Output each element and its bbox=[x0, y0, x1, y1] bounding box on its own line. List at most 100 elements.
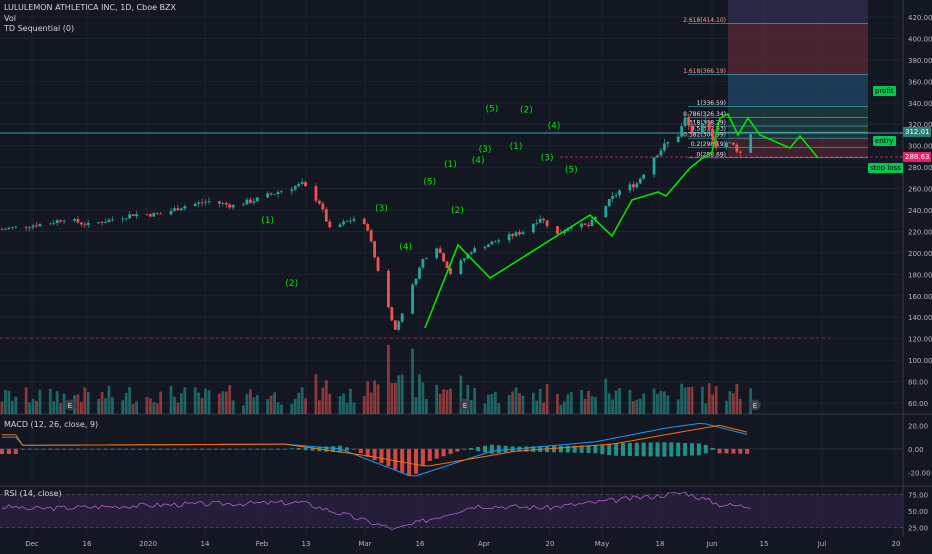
wave-label: (5) bbox=[565, 165, 578, 175]
candle-body bbox=[255, 197, 259, 202]
candle-body bbox=[725, 142, 728, 148]
candle-body bbox=[59, 220, 63, 222]
volume-bar bbox=[255, 394, 259, 414]
time-tick-label: 20 bbox=[892, 540, 901, 548]
volume-bar bbox=[173, 396, 176, 414]
macd-histogram-bar bbox=[600, 444, 605, 455]
macd-histogram-bar bbox=[662, 442, 667, 457]
candle-body bbox=[700, 123, 704, 134]
macd-histogram-bar bbox=[614, 443, 619, 456]
candle-body bbox=[387, 270, 390, 308]
candle-body bbox=[483, 247, 487, 249]
volume-bar bbox=[442, 389, 445, 414]
macd-histogram-bar bbox=[400, 448, 405, 473]
volume-bar bbox=[559, 404, 563, 414]
earnings-marker-label: E bbox=[68, 402, 72, 410]
volume-bar bbox=[642, 393, 646, 414]
time-tick-label: Jul bbox=[817, 540, 827, 548]
candle-body bbox=[38, 224, 42, 227]
candle-body bbox=[155, 212, 159, 214]
price-tick-label: 60.00 bbox=[908, 400, 928, 408]
volume-bar bbox=[169, 385, 173, 414]
candle-body bbox=[121, 218, 125, 220]
volume-bar bbox=[197, 392, 201, 414]
price-tick-label: 340.00 bbox=[908, 100, 932, 108]
rsi-pane bbox=[0, 491, 903, 531]
candle-body bbox=[538, 218, 542, 223]
volume-bar bbox=[38, 389, 42, 414]
candle-body bbox=[183, 206, 187, 209]
candle-body bbox=[535, 222, 539, 224]
rsi-legend: RSI (14, close) bbox=[4, 489, 62, 498]
volume-bar bbox=[242, 405, 245, 414]
volume-bar bbox=[438, 394, 442, 414]
candle-body bbox=[711, 129, 715, 141]
fib-level-label: 0.382(306.99) bbox=[683, 132, 726, 139]
macd-tick-label: 0.00 bbox=[908, 446, 924, 454]
volume-bar bbox=[31, 398, 35, 414]
volume-bar bbox=[183, 387, 187, 414]
macd-histogram-bar bbox=[372, 448, 377, 461]
candle-body bbox=[462, 258, 466, 261]
volume-bar bbox=[631, 401, 635, 414]
candle-body bbox=[683, 117, 687, 126]
volume-bar bbox=[666, 395, 670, 414]
time-tick-label: May bbox=[595, 540, 609, 548]
wave-label: (3) bbox=[375, 204, 388, 214]
candle-body bbox=[569, 227, 573, 229]
volume-bar bbox=[121, 400, 125, 414]
volume-bar bbox=[683, 387, 687, 414]
time-tick-label: 20 bbox=[546, 540, 555, 548]
time-tick-label: 16 bbox=[83, 540, 92, 548]
macd-histogram-bar bbox=[186, 448, 191, 450]
macd-histogram-bar bbox=[572, 445, 577, 453]
volume-bar bbox=[245, 394, 249, 414]
wave-label: (2) bbox=[451, 206, 464, 216]
candle-body bbox=[459, 260, 463, 274]
time-tick-label: Mar bbox=[358, 540, 371, 548]
candle-body bbox=[562, 231, 566, 234]
candle-body bbox=[728, 142, 732, 144]
macd-histogram-bar bbox=[303, 447, 308, 451]
candle-body bbox=[393, 320, 397, 330]
candle-body bbox=[438, 248, 442, 254]
candle-body bbox=[180, 208, 183, 211]
volume-bar bbox=[390, 382, 394, 414]
volume-bar bbox=[728, 391, 732, 414]
candle-body bbox=[414, 278, 418, 285]
volume-bar bbox=[562, 401, 566, 414]
macd-histogram-bar bbox=[634, 442, 639, 457]
volume-bar bbox=[148, 398, 152, 414]
volume-bar bbox=[618, 388, 621, 414]
macd-histogram-bar bbox=[41, 448, 46, 450]
candle-body bbox=[173, 208, 176, 211]
volume-bar bbox=[487, 394, 490, 414]
volume-bar bbox=[735, 383, 739, 414]
fib-level-label: 2.618(414.10) bbox=[683, 17, 726, 24]
time-tick-label: 14 bbox=[201, 540, 210, 548]
volume-bar bbox=[0, 401, 4, 414]
volume-bar bbox=[193, 387, 197, 414]
candle-body bbox=[490, 241, 494, 245]
volume-bar bbox=[393, 382, 397, 414]
candle-body bbox=[135, 214, 138, 216]
volume-bar bbox=[35, 401, 38, 414]
rsi-line bbox=[1, 491, 751, 531]
candle-body bbox=[52, 223, 56, 224]
volume-bar bbox=[324, 380, 328, 414]
earnings-marker-label: E bbox=[753, 402, 757, 410]
wave-label: (5) bbox=[486, 104, 499, 114]
macd-histogram-bar bbox=[745, 448, 750, 454]
volume-bar bbox=[569, 392, 573, 414]
price-tick-label: 380.00 bbox=[908, 57, 932, 65]
candle-body bbox=[421, 258, 425, 268]
candle-body bbox=[418, 267, 421, 279]
candle-body bbox=[176, 208, 180, 211]
volume-bar bbox=[124, 393, 128, 414]
price-tick-label: 400.00 bbox=[908, 35, 932, 43]
candle-body bbox=[318, 200, 321, 204]
td-legend: TD Sequential (0) bbox=[4, 24, 75, 33]
volume-bar bbox=[48, 388, 52, 414]
candle-body bbox=[231, 204, 235, 208]
